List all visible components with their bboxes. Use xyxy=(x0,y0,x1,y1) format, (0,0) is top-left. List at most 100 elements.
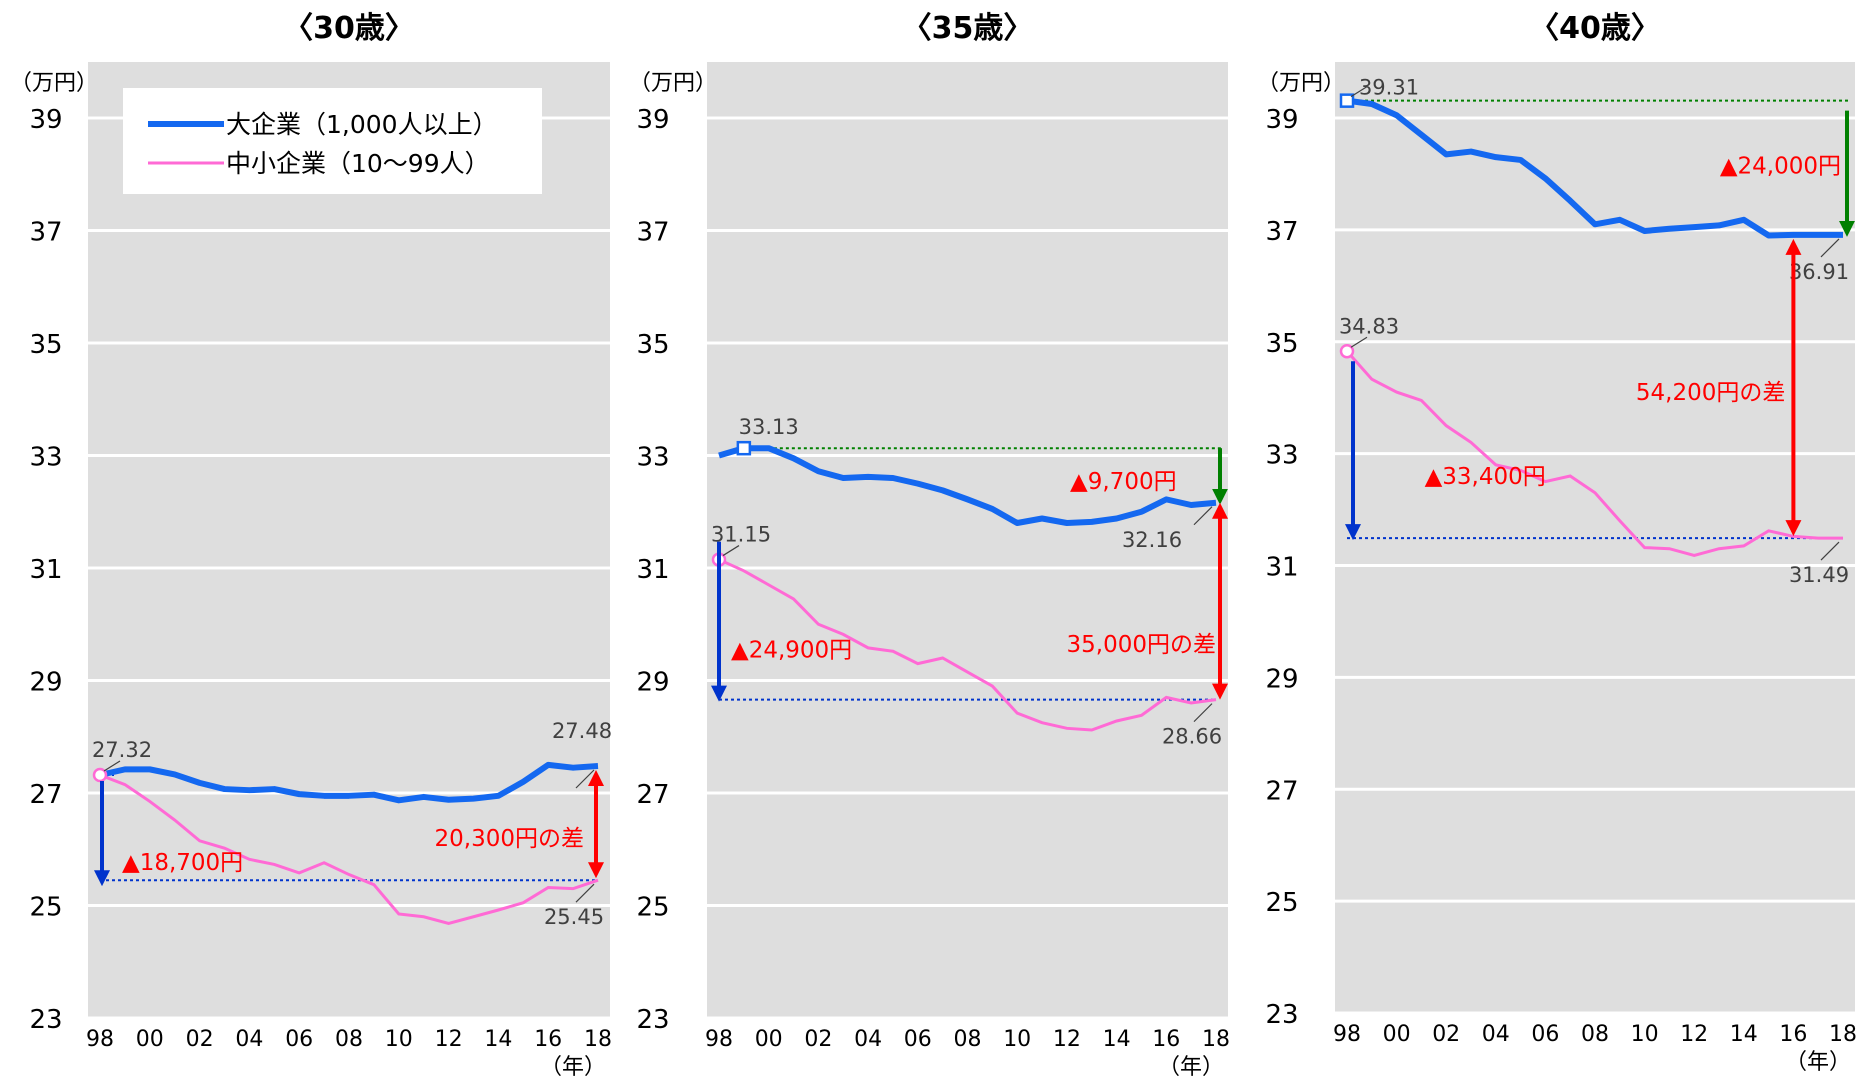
plot-area xyxy=(88,62,610,1018)
y-tick-label: 35 xyxy=(636,330,669,360)
chart-title: 〈35歳〉 xyxy=(902,11,1034,46)
legend: 大企業（1,000人以上） 中小企業（10～99人） xyxy=(123,88,542,194)
chart-panel-2: 〈35歳〉 23 25 27 29 31 33 35 37 39 （万円） 98 00 02 04 06 08 1… xyxy=(629,11,1230,1080)
leader-line xyxy=(1193,506,1213,526)
series-line-small xyxy=(99,773,599,926)
y-tick-label: 27 xyxy=(29,780,62,810)
leader-line xyxy=(575,883,595,903)
chart-title: 〈30歳〉 xyxy=(283,11,415,46)
y-tick-label: 37 xyxy=(29,218,62,248)
x-tick-label: 16 xyxy=(1779,1022,1807,1047)
x-tick-label: 08 xyxy=(1581,1022,1609,1047)
y-tick-label: 27 xyxy=(1265,776,1298,806)
x-tick-label: 08 xyxy=(954,1027,982,1052)
x-tick-label: 14 xyxy=(484,1027,512,1052)
decline-annotation: ▲18,700円 xyxy=(122,850,243,876)
y-unit-label: （万円） xyxy=(629,71,717,96)
decline-annotation: ▲24,000円 xyxy=(1720,154,1841,180)
series-line-small xyxy=(1345,350,1843,557)
x-tick-label: 98 xyxy=(86,1027,114,1052)
value-label: 28.66 xyxy=(1162,725,1222,749)
value-label: 27.32 xyxy=(92,738,152,762)
y-tick-label: 37 xyxy=(1265,217,1298,247)
series-line-large xyxy=(718,445,1217,526)
plot-area xyxy=(707,62,1228,1018)
x-tick-label: 12 xyxy=(1680,1022,1708,1047)
chart-panel-1: 〈30歳〉 23 25 27 29 31 33 35 37 39 （万円） 98 00 02 04 06 08 1… xyxy=(10,11,612,1080)
x-tick-label: 06 xyxy=(1531,1022,1559,1047)
gap-annotation: 35,000円の差 xyxy=(1067,632,1216,658)
series-line-large xyxy=(1346,97,1843,239)
y-tick-label: 25 xyxy=(1265,888,1298,918)
start-point-small xyxy=(1339,344,1355,359)
decline-annotation: ▲9,700円 xyxy=(1070,469,1177,495)
value-label: 36.91 xyxy=(1789,260,1849,284)
x-tick-label: 04 xyxy=(235,1027,263,1052)
y-tick-label: 31 xyxy=(29,555,62,585)
x-unit-label: （年） xyxy=(1785,1050,1851,1075)
y-tick-label: 39 xyxy=(29,105,62,135)
x-tick-label: 02 xyxy=(1432,1022,1460,1047)
x-tick-label: 06 xyxy=(285,1027,313,1052)
value-label: 27.48 xyxy=(552,719,612,743)
leader-line xyxy=(103,760,121,772)
x-tick-label: 18 xyxy=(584,1027,612,1052)
leader-line xyxy=(1193,703,1213,723)
y-tick-label: 23 xyxy=(1265,1000,1298,1030)
peak-point-large xyxy=(736,440,752,456)
y-tick-label: 35 xyxy=(29,330,62,360)
x-tick-label: 12 xyxy=(1053,1027,1081,1052)
x-tick-label: 18 xyxy=(1202,1027,1230,1052)
y-tick-label: 31 xyxy=(636,555,669,585)
y-tick-label: 29 xyxy=(29,668,62,698)
series-line-large xyxy=(99,761,599,804)
y-tick-label: 33 xyxy=(1265,441,1298,471)
x-tick-label: 02 xyxy=(186,1027,214,1052)
y-tick-label: 27 xyxy=(636,780,669,810)
x-tick-label: 02 xyxy=(804,1027,832,1052)
value-label: 39.31 xyxy=(1359,76,1419,100)
legend-label-large: 大企業（1,000人以上） xyxy=(226,110,498,139)
chart-title: 〈40歳〉 xyxy=(1529,11,1661,46)
y-unit-label: （万円） xyxy=(10,71,98,96)
chart-panel-3: 〈40歳〉 23 25 27 29 31 33 35 37 39 （万円） 98 00 02 04 06 08 1… xyxy=(1257,11,1857,1075)
y-tick-label: 23 xyxy=(636,1005,669,1035)
x-tick-label: 04 xyxy=(1482,1022,1510,1047)
x-tick-label: 98 xyxy=(1333,1022,1361,1047)
decline-annotation: ▲33,400円 xyxy=(1425,464,1546,490)
leader-line xyxy=(722,545,740,557)
gap-annotation: 20,300円の差 xyxy=(435,826,584,852)
y-tick-label: 39 xyxy=(636,105,669,135)
value-label: 31.49 xyxy=(1789,563,1849,587)
y-unit-label: （万円） xyxy=(1257,71,1345,96)
y-tick-label: 29 xyxy=(636,668,669,698)
leader-line xyxy=(1350,336,1368,348)
x-tick-label: 08 xyxy=(335,1027,363,1052)
x-tick-label: 10 xyxy=(385,1027,413,1052)
y-tick-label: 39 xyxy=(1265,105,1298,135)
y-tick-label: 31 xyxy=(1265,553,1298,583)
y-tick-label: 37 xyxy=(636,218,669,248)
leader-line xyxy=(1350,86,1368,98)
value-label: 34.83 xyxy=(1339,314,1399,338)
decline-annotation: ▲24,900円 xyxy=(731,638,852,664)
x-tick-label: 00 xyxy=(755,1027,783,1052)
x-tick-label: 04 xyxy=(854,1027,882,1052)
legend-label-small: 中小企業（10～99人） xyxy=(226,149,490,178)
y-tick-label: 25 xyxy=(636,893,669,923)
x-tick-label: 00 xyxy=(136,1027,164,1052)
leader-line xyxy=(1820,238,1840,258)
x-tick-label: 10 xyxy=(1003,1027,1031,1052)
x-tick-label: 12 xyxy=(435,1027,463,1052)
x-tick-label: 14 xyxy=(1103,1027,1131,1052)
x-tick-label: 10 xyxy=(1631,1022,1659,1047)
y-tick-label: 33 xyxy=(636,443,669,473)
x-tick-label: 16 xyxy=(534,1027,562,1052)
y-tick-label: 29 xyxy=(1265,664,1298,694)
y-tick-label: 35 xyxy=(1265,329,1298,359)
x-unit-label: （年） xyxy=(1158,1055,1224,1080)
peak-point-large xyxy=(1339,93,1355,108)
series-line-small xyxy=(718,558,1217,732)
x-tick-label: 06 xyxy=(904,1027,932,1052)
